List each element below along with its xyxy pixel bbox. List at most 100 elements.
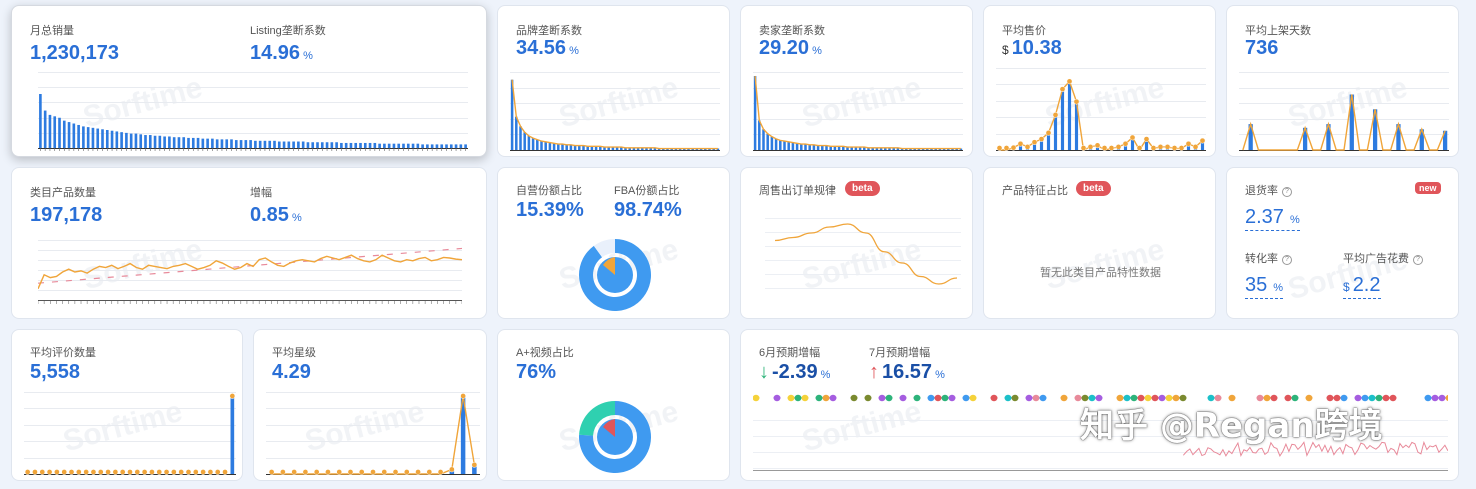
bar bbox=[921, 148, 925, 150]
bar bbox=[163, 136, 166, 148]
bar bbox=[683, 148, 686, 150]
marker-dot bbox=[969, 394, 977, 402]
marker-dot bbox=[1081, 394, 1089, 402]
new-badge: new bbox=[1415, 182, 1441, 194]
card-avg-rating[interactable]: Sorftime 平均星级 4.29 bbox=[253, 329, 487, 481]
card-avg-reviews[interactable]: Sorftime 平均评价数量 5,558 bbox=[11, 329, 243, 481]
bar bbox=[829, 146, 832, 150]
bar bbox=[590, 146, 594, 150]
bar bbox=[569, 144, 573, 150]
bar bbox=[201, 138, 205, 148]
marker-dot bbox=[1263, 394, 1271, 402]
data-point bbox=[403, 469, 410, 475]
bar bbox=[368, 142, 372, 148]
card-share[interactable]: Sorftime 自营份额占比 15.39% FBA份额占比 98.74% bbox=[497, 167, 730, 319]
bar bbox=[1123, 143, 1128, 150]
data-point bbox=[134, 469, 141, 475]
bar bbox=[359, 142, 362, 148]
bar bbox=[440, 144, 444, 148]
marker-dot bbox=[1284, 394, 1292, 402]
card-avg-price[interactable]: Sorftime 平均售价 $10.38 bbox=[983, 5, 1216, 157]
card-seller-monopoly[interactable]: Sorftime 卖家垄断系数 29.20% bbox=[740, 5, 973, 157]
fba-share-donut bbox=[579, 239, 651, 311]
bar bbox=[48, 114, 52, 148]
bar bbox=[917, 148, 921, 150]
marker-dot bbox=[1431, 394, 1439, 402]
bar bbox=[206, 138, 209, 148]
data-point bbox=[471, 461, 478, 468]
bar bbox=[573, 145, 577, 150]
card-weekly-orders[interactable]: Sorftime 周售出订单规律 beta bbox=[740, 167, 973, 319]
bar bbox=[926, 148, 929, 150]
data-point bbox=[268, 469, 275, 475]
data-point bbox=[1164, 144, 1171, 150]
data-point bbox=[1073, 98, 1080, 105]
bar bbox=[330, 142, 334, 148]
bar bbox=[460, 396, 466, 474]
bar bbox=[230, 396, 235, 474]
donut-slice bbox=[593, 239, 615, 258]
bar bbox=[666, 148, 669, 150]
card-category-products[interactable]: Sorftime 类目产品数量 197,178 增幅 0.85% bbox=[11, 167, 487, 319]
marker-dot bbox=[1039, 394, 1047, 402]
marker-dot bbox=[1144, 394, 1152, 402]
bar bbox=[196, 137, 200, 148]
bar bbox=[699, 148, 703, 150]
card-monthly-sales[interactable]: Sorftime 月总销量 1,230,173 Listing垄断系数 14.9… bbox=[11, 5, 487, 157]
data-point bbox=[39, 469, 46, 475]
marker-dot bbox=[1060, 394, 1068, 402]
bar bbox=[354, 142, 358, 148]
help-icon[interactable]: ? bbox=[1282, 187, 1292, 197]
ad-spend-label: 平均广告花费? bbox=[1343, 250, 1423, 266]
june-forecast-value: ↓ -2.39% bbox=[759, 361, 831, 383]
help-icon[interactable]: ? bbox=[1413, 255, 1423, 265]
bar bbox=[464, 144, 467, 148]
ad-spend-value[interactable]: $2.2 bbox=[1343, 274, 1381, 299]
data-point bbox=[280, 469, 286, 475]
data-point bbox=[97, 469, 104, 475]
bar bbox=[244, 140, 248, 148]
data-point bbox=[141, 469, 148, 475]
bar bbox=[770, 136, 774, 150]
help-icon[interactable]: ? bbox=[1282, 255, 1292, 265]
data-point bbox=[347, 469, 354, 475]
marker-dot bbox=[1025, 394, 1033, 402]
bar bbox=[311, 142, 315, 148]
arrow-down-icon: ↓ bbox=[759, 361, 769, 383]
card-brand-monopoly[interactable]: Sorftime 品牌垄断系数 34.56% bbox=[497, 5, 730, 157]
bar bbox=[220, 139, 224, 148]
data-point bbox=[24, 469, 31, 475]
marker-dot bbox=[1151, 394, 1159, 402]
data-point bbox=[291, 469, 298, 475]
bar bbox=[787, 141, 790, 150]
card-aplus-video[interactable]: Sorftime A+视频占比 76% bbox=[497, 329, 730, 481]
card-avg-listed-days[interactable]: Sorftime 平均上架天数 736 bbox=[1226, 5, 1459, 157]
card-product-features[interactable]: Sorftime 产品特征占比 beta 暂无此类目产品特性数据 bbox=[983, 167, 1216, 319]
bar bbox=[879, 147, 883, 150]
bar bbox=[762, 129, 765, 150]
bar bbox=[459, 144, 463, 148]
data-point bbox=[1178, 145, 1185, 151]
marker-dot bbox=[815, 394, 823, 402]
bar bbox=[139, 134, 143, 148]
conversion-label: 转化率? bbox=[1245, 250, 1292, 266]
bar bbox=[795, 143, 799, 150]
beta-badge: beta bbox=[1076, 181, 1111, 196]
card-return-rate[interactable]: Sorftime 退货率? new 2.37% 转化率? 35% 平均广告花费?… bbox=[1226, 167, 1459, 319]
bar bbox=[594, 146, 598, 150]
bar bbox=[426, 144, 429, 148]
conversion-value[interactable]: 35% bbox=[1245, 274, 1284, 299]
brand-monopoly-label: 品牌垄断系数 bbox=[516, 25, 582, 37]
data-point bbox=[1185, 140, 1192, 147]
bar bbox=[662, 148, 665, 150]
bar bbox=[168, 136, 171, 148]
bar bbox=[254, 140, 257, 148]
return-rate-value[interactable]: 2.37% bbox=[1245, 206, 1300, 231]
data-point bbox=[1080, 145, 1087, 151]
monthly-sales-label: 月总销量 bbox=[30, 25, 74, 37]
listing-monopoly-value: 14.96% bbox=[250, 42, 313, 64]
card-forecast[interactable]: Sorftime 6月预期增幅 ↓ -2.39% 7月预期增幅 ↑ 16.57% bbox=[740, 329, 1459, 481]
bar bbox=[110, 130, 114, 148]
marker-dot bbox=[1158, 394, 1166, 402]
bar bbox=[716, 148, 720, 150]
